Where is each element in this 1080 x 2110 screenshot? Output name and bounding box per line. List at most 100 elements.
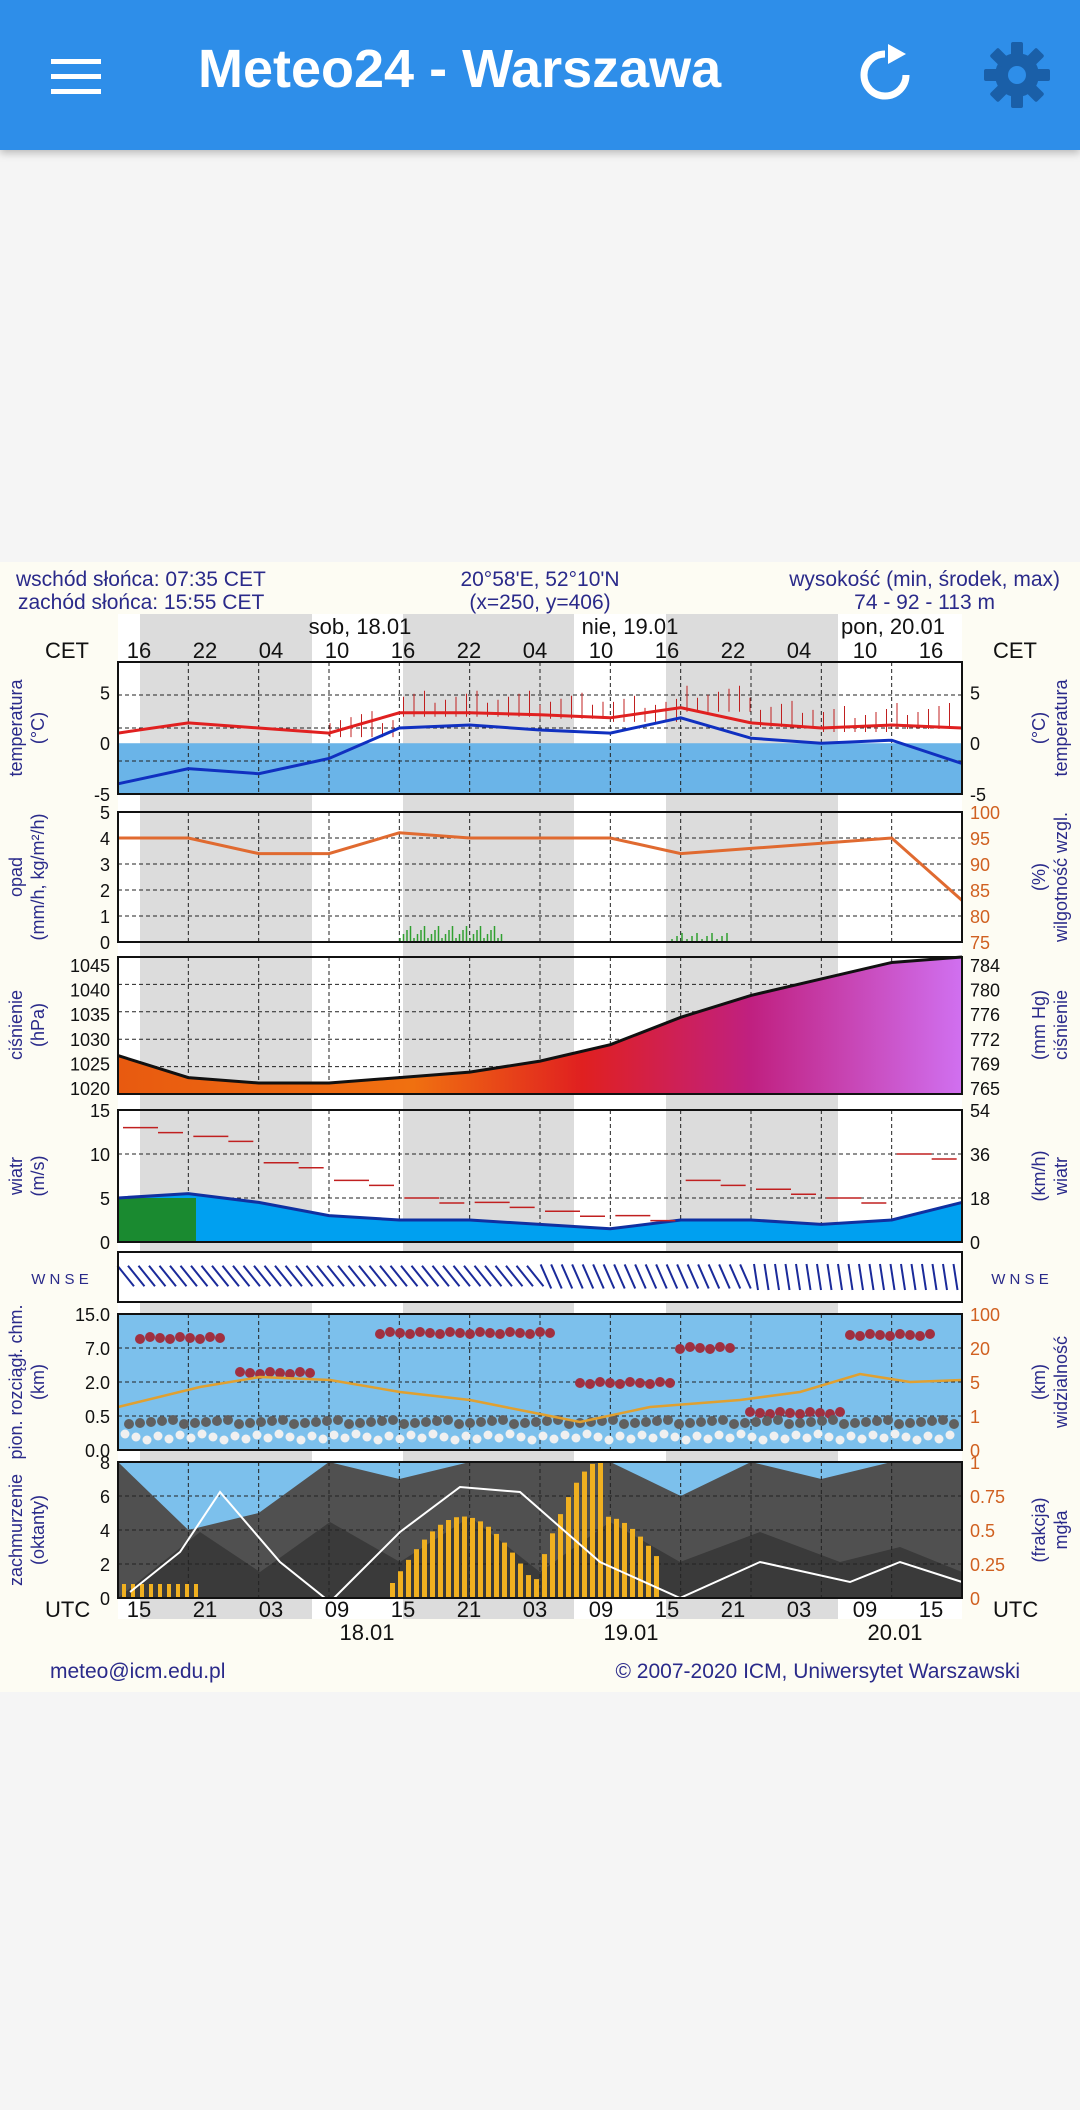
precip-left-2: (mm/h, kg/m²/h) xyxy=(28,813,48,940)
cloud-base-dot-light xyxy=(274,1429,284,1439)
wind-right-1: wiatr xyxy=(1051,1157,1071,1196)
humidity-tick-right-2: 90 xyxy=(970,855,990,875)
temperature-panel: 5 0 -5 5 0 -5 xyxy=(94,661,986,805)
cloud-base-dot-light xyxy=(901,1432,911,1442)
altitude-values: 74 - 92 - 113 m xyxy=(854,591,995,614)
cloud-base-dot-dark xyxy=(685,1418,695,1428)
wind-arrow xyxy=(560,1264,574,1289)
top-day-labels: sob, 18.01 nie, 19.01 pon, 20.01 xyxy=(309,614,945,639)
pressure-left-2: (hPa) xyxy=(28,1003,48,1047)
temp-tick-left-2: -5 xyxy=(94,785,110,805)
cloud-top-dot xyxy=(375,1329,385,1339)
cloud-base-dot-light xyxy=(780,1434,790,1444)
fog-bar xyxy=(542,1554,547,1598)
wind-arrow xyxy=(127,1265,146,1287)
cloud-base-dot-dark xyxy=(333,1415,343,1425)
wind-arrow xyxy=(816,1263,822,1291)
cloud-base-dot-light xyxy=(813,1429,823,1439)
cloud-top-dot xyxy=(465,1329,475,1339)
cloud-base-dot-dark xyxy=(300,1418,310,1428)
visibility-panel: 15.0 7.0 2.0 0.5 0.0 100 20 5 1 0 xyxy=(75,1305,1000,1461)
wind-arrow xyxy=(158,1265,177,1287)
cloud-base-dot-dark xyxy=(729,1419,739,1429)
visibility-right-1: widzialność xyxy=(1051,1336,1071,1429)
clouds-right-2: (frakcja) xyxy=(1029,1497,1049,1562)
wind-left-1: wiatr xyxy=(6,1157,26,1196)
refresh-icon[interactable] xyxy=(850,40,920,110)
cloud-top-dot xyxy=(545,1328,555,1338)
gear-icon[interactable] xyxy=(980,38,1054,112)
wind-arrow xyxy=(592,1264,605,1289)
fog-bar xyxy=(622,1522,627,1598)
top-hour-11: 10 xyxy=(853,638,877,663)
bottom-hour-11: 09 xyxy=(853,1597,877,1622)
pressure-panel: 1045 1040 1035 1030 1025 1020 784 780 776 772 769 7… xyxy=(70,955,1000,1099)
bottom-hour-3: 09 xyxy=(325,1597,349,1622)
cloud-base-dot-light xyxy=(923,1431,933,1441)
cloud-base-dot-light xyxy=(296,1435,306,1445)
pressure-right-1: ciśnienie xyxy=(1051,990,1071,1060)
cloud-top-dot xyxy=(645,1379,655,1389)
cloud-top-dot xyxy=(285,1369,295,1379)
cloud-base-dot-dark xyxy=(410,1418,420,1428)
wind-arrow xyxy=(753,1263,759,1291)
cloud-base-dot-light xyxy=(769,1431,779,1441)
cloud-base-dot-dark xyxy=(344,1419,354,1429)
bottom-day-0: 18.01 xyxy=(339,1620,394,1645)
pressure-tick-left-5: 1020 xyxy=(70,1079,110,1099)
fog-bar xyxy=(630,1528,635,1598)
cloud-base-dot-dark xyxy=(630,1418,640,1428)
app-title: Meteo24 - Warszawa xyxy=(198,39,722,99)
menu-icon[interactable] xyxy=(45,45,107,107)
cloud-top-dot xyxy=(275,1368,285,1378)
cloud-base-dot-dark xyxy=(366,1417,376,1427)
cloud-base-dot-dark xyxy=(707,1416,717,1426)
cloud-base-dot-light xyxy=(758,1435,768,1445)
wind-strong-fill xyxy=(118,1198,196,1242)
humidity-tick-right-5: 75 xyxy=(970,933,990,953)
wind-arrow xyxy=(805,1263,812,1291)
wind-tick-left-3: 0 xyxy=(100,1233,110,1253)
wind-arrow xyxy=(728,1264,742,1289)
cloud-base-dot-dark xyxy=(784,1419,794,1429)
vis-tick-right-0: 100 xyxy=(970,1305,1000,1325)
vis-tick-right-4: 0 xyxy=(970,1441,980,1461)
cloud-base-dot-light xyxy=(736,1429,746,1439)
cloud-tick-left-0: 8 xyxy=(100,1453,110,1473)
fog-bar xyxy=(550,1533,555,1598)
temp-tick-right-2: -5 xyxy=(970,785,986,805)
footer-email[interactable]: meteo@icm.edu.pl xyxy=(50,1660,225,1683)
cloud-base-dot-dark xyxy=(718,1415,728,1425)
cloud-top-dot xyxy=(685,1342,695,1352)
cloud-base-dot-light xyxy=(263,1433,273,1443)
pressure-area xyxy=(118,957,962,1094)
cloud-base-dot-dark xyxy=(949,1419,959,1429)
visibility-line xyxy=(117,1372,963,1424)
pressure-tick-right-0: 784 xyxy=(970,956,1000,976)
precip-tick-left-5: 0 xyxy=(100,933,110,953)
wind-arrow xyxy=(337,1265,356,1287)
fog-bar xyxy=(526,1575,531,1598)
cloud-top-dot xyxy=(665,1378,675,1388)
fog-bar xyxy=(122,1584,126,1598)
cloud-top-dot xyxy=(615,1379,625,1389)
cloud-top-dot xyxy=(215,1333,225,1343)
precip-tick-left-3: 2 xyxy=(100,881,110,901)
cloud-base-dot-light xyxy=(681,1435,691,1445)
fog-bar xyxy=(614,1518,619,1598)
cloud-base-dot-dark xyxy=(443,1415,453,1425)
visibility-left-1: pion. rozciągł. chm. xyxy=(6,1304,26,1459)
cloud-base-dot-dark xyxy=(927,1416,937,1426)
fog-bar xyxy=(422,1539,427,1598)
cloud-base-dot-dark xyxy=(256,1417,266,1427)
wind-arrow xyxy=(452,1265,471,1287)
panel-frame xyxy=(117,1109,963,1243)
clouds-right-1: mgła xyxy=(1051,1510,1071,1550)
cloud-base-dot-light xyxy=(890,1429,900,1439)
top-hour-labels: 16 22 04 10 16 22 04 10 16 22 04 10 16 xyxy=(127,638,943,663)
pressure-tick-left-0: 1045 xyxy=(70,956,110,976)
precip-tick-left-1: 4 xyxy=(100,829,110,849)
top-day-1: nie, 19.01 xyxy=(582,614,679,639)
wind-arrow xyxy=(494,1265,513,1287)
wind-arrow xyxy=(526,1265,545,1287)
